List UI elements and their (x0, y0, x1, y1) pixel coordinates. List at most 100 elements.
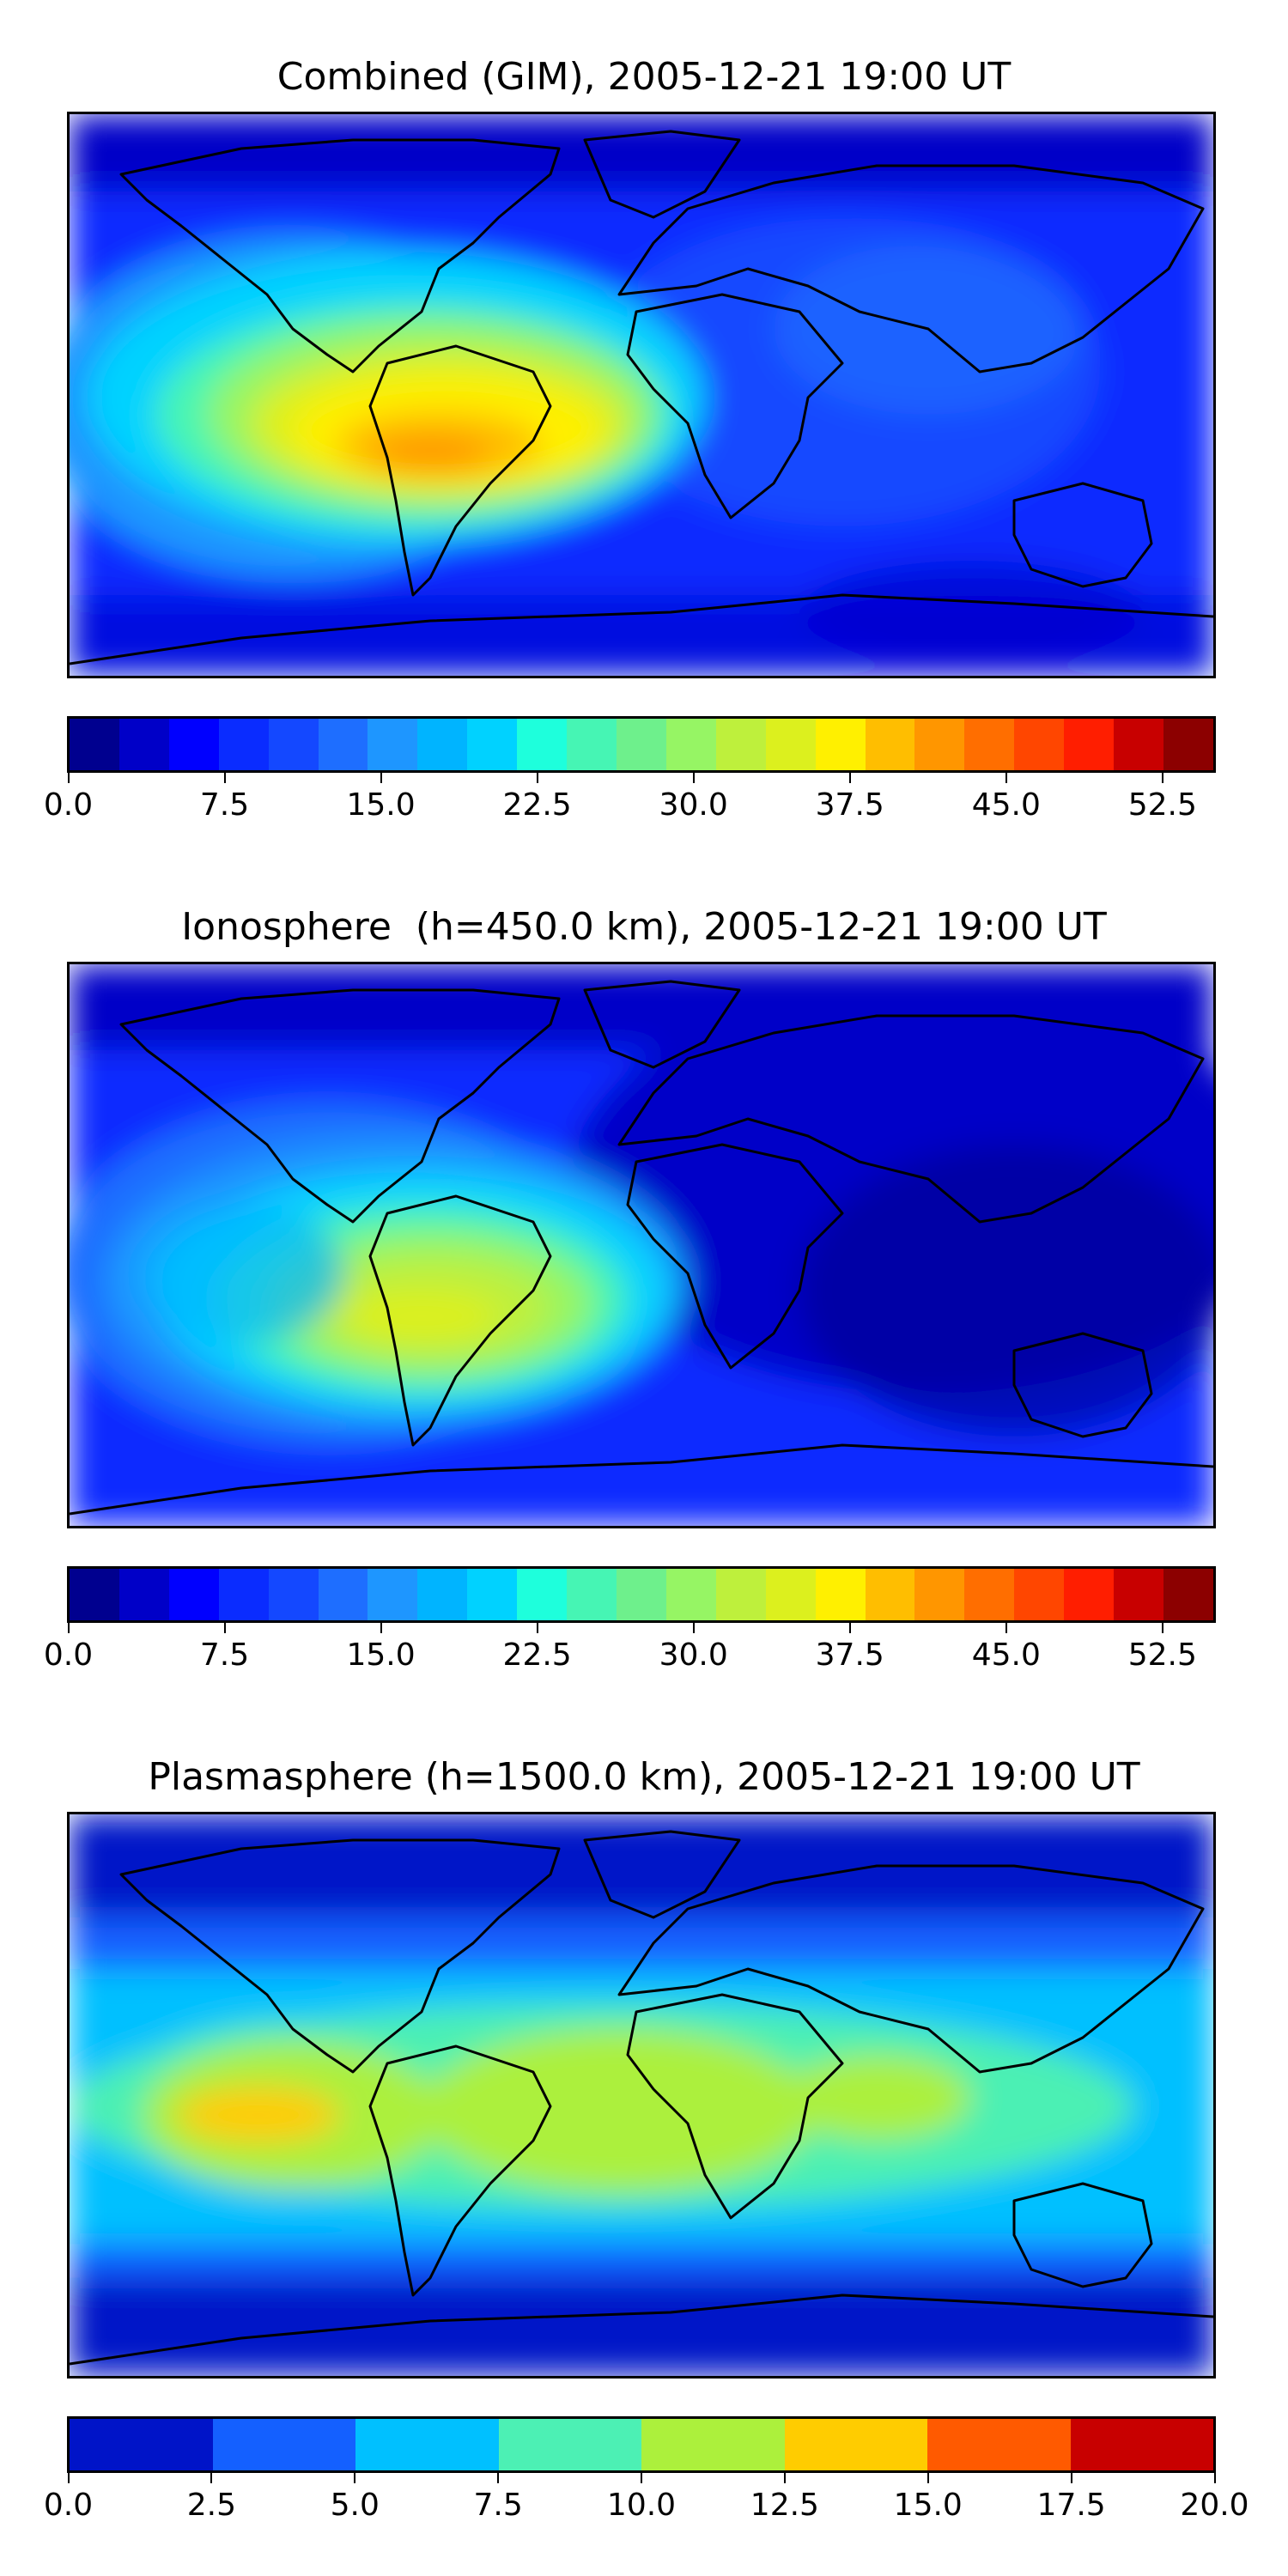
colorbar-segment (212, 2419, 355, 2470)
coastlines (70, 1830, 1213, 2366)
colorbar-segment (318, 719, 368, 770)
colorbar-segment (70, 1569, 119, 1620)
colorbar-segment (168, 1569, 219, 1620)
tec-band (70, 114, 1213, 191)
colorbar-tick-label: 22.5 (502, 1637, 572, 1673)
antarctica-outline (70, 1443, 1213, 1516)
tec-map (67, 1812, 1216, 2379)
greenland-outline (583, 980, 741, 1069)
colorbar-tick (1070, 2473, 1072, 2483)
colorbar-segment (218, 719, 269, 770)
colorbar-tick-label: 37.5 (815, 787, 884, 823)
panel-title: Combined (GIM), 2005-12-21 19:00 UT (276, 55, 1012, 99)
north-america-outline (119, 138, 561, 374)
colorbar-segment (815, 1569, 866, 1620)
colorbar-segment (467, 1569, 518, 1620)
north-america-outline (119, 988, 561, 1224)
greenland-outline (583, 130, 741, 219)
colorbar-segment (964, 719, 1015, 770)
colorbar-tick (692, 773, 695, 783)
tec-map (67, 112, 1216, 678)
colorbar-tick-label: 15.0 (346, 787, 416, 823)
colorbar-segment (665, 1569, 716, 1620)
panel-title: Plasmasphere (h=1500.0 km), 2005-12-21 1… (148, 1755, 1140, 1799)
colorbar-segment (268, 1569, 319, 1620)
tec-map (67, 962, 1216, 1528)
colorbar-tick (536, 1623, 538, 1633)
colorbar-segment (1070, 2419, 1213, 2470)
colorbar-tick-label: 20.0 (1180, 2488, 1249, 2523)
colorbar-tick-label: 17.5 (1036, 2488, 1106, 2523)
colorbar-segment (218, 1569, 269, 1620)
colorbar-tick (536, 773, 538, 783)
australia-outline (1012, 482, 1153, 588)
colorbar-segment (1064, 719, 1115, 770)
colorbar-tick (380, 773, 382, 783)
colorbar-segment (417, 1569, 468, 1620)
colorbar-segment (1163, 1569, 1213, 1620)
colorbar-segment (616, 719, 666, 770)
tec-contour (799, 561, 1143, 664)
colorbar-segment (1064, 1569, 1115, 1620)
colorbar-tick (1005, 773, 1007, 783)
colorbar-segment (567, 1569, 617, 1620)
colorbar-ticks: 0.0 7.5 15.0 22.5 30.0 37.5 45.0 52.5 (44, 773, 1216, 824)
colorbar-tick-label: 52.5 (1127, 787, 1197, 823)
colorbar-segment (368, 719, 418, 770)
colorbar-tick (641, 2473, 642, 2483)
colorbar-segment (665, 719, 716, 770)
colorbar-segment (865, 1569, 915, 1620)
colorbar-tick (783, 2473, 786, 2483)
colorbar-tick-label: 7.5 (199, 1637, 250, 1673)
colorbar-tick (927, 2473, 929, 2483)
colorbar-segment (1114, 1569, 1163, 1620)
colorbar-tick-label: 0.0 (43, 787, 94, 823)
colorbar-tick (692, 1623, 695, 1633)
tec-contour (138, 1205, 344, 1342)
australia-outline (1012, 1332, 1153, 1438)
colorbar-tick-label: 12.5 (750, 2488, 819, 2523)
colorbar-tick-label: 45.0 (971, 1637, 1041, 1673)
colorbar-tick-label: 2.5 (186, 2488, 237, 2523)
colorbar-segment (715, 719, 766, 770)
colorbar-segment (118, 1569, 169, 1620)
greenland-outline (583, 1830, 741, 1919)
africa-outline (626, 293, 844, 519)
colorbar-tick-label: 37.5 (815, 1637, 884, 1673)
colorbar-tick (67, 1623, 70, 1633)
colorbar-tick (223, 773, 226, 783)
colorbar-tick (210, 2473, 213, 2483)
colorbar-tick (223, 1623, 226, 1633)
colorbar-segment (268, 719, 319, 770)
colorbar-tick-label: 5.0 (330, 2488, 380, 2523)
tec-contour (782, 2055, 971, 2141)
colorbar-tick-label: 15.0 (346, 1637, 416, 1673)
tec-contour (799, 1145, 1213, 1437)
colorbar-tick (497, 2473, 500, 2483)
south-america-outline (368, 1194, 552, 1447)
colorbar-segment (498, 2419, 641, 2470)
tec-field (70, 114, 1213, 676)
europe-asia-outline (617, 1014, 1205, 1224)
colorbar-tick (848, 773, 851, 783)
colorbar-tick-label: 7.5 (473, 2488, 523, 2523)
colorbar-segment (765, 719, 816, 770)
colorbar-tick-label: 30.0 (659, 787, 728, 823)
south-america-outline (368, 344, 552, 597)
colorbar-segment (70, 719, 119, 770)
colorbar-tick-label: 7.5 (199, 787, 250, 823)
colorbar-segment (168, 719, 219, 770)
colorbar-segment (964, 1569, 1015, 1620)
tec-contour (370, 436, 490, 471)
colorbar-segment (118, 719, 169, 770)
south-america-outline (368, 2044, 552, 2297)
colorbar-tick (1213, 2473, 1216, 2483)
tec-map-svg (70, 114, 1213, 676)
colorbar-ticks: 0.0 7.5 15.0 22.5 30.0 37.5 45.0 52.5 (44, 1623, 1216, 1674)
colorbar-segment (1014, 719, 1065, 770)
colorbar-tick (380, 1623, 382, 1633)
colorbar-tick-label: 0.0 (43, 2488, 94, 2523)
colorbar-segment (865, 719, 915, 770)
colorbar-tick-label: 22.5 (502, 787, 572, 823)
colorbar (67, 716, 1216, 773)
